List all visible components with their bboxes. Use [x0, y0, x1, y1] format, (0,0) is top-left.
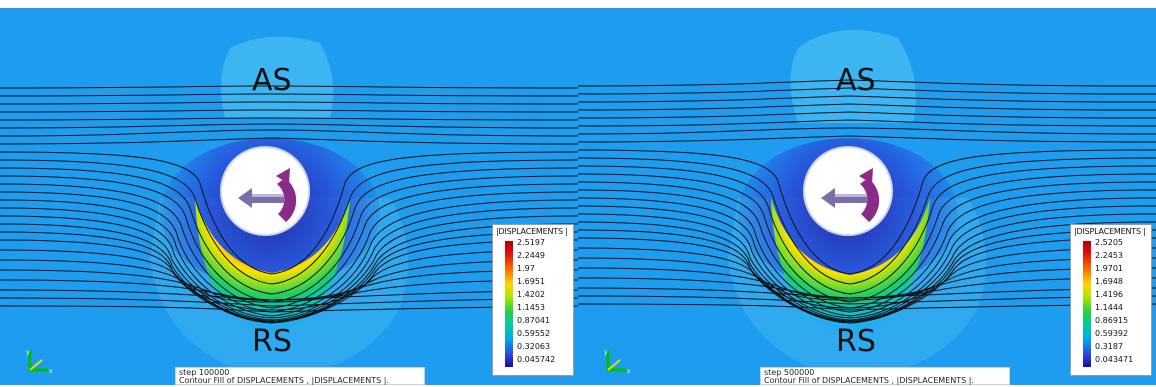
step-label: step 500000: [764, 368, 815, 377]
legend-tick: 1.6948: [1095, 277, 1123, 286]
legend-tick: 1.9701: [1095, 264, 1123, 273]
axis-y-label: y: [604, 349, 608, 356]
right-panel: AS RS |DISPLACEMENTS | 2.5205 2.2453 1.9…: [578, 8, 1156, 385]
legend-title: |DISPLACEMENTS |: [496, 227, 568, 236]
legend-tick: 0.043471: [1095, 355, 1134, 364]
legend-colorbar: [1083, 241, 1091, 367]
legend-tick: 0.32063: [517, 342, 551, 351]
step-label: step 100000: [179, 368, 230, 377]
advancing-side-label: AS: [252, 63, 292, 98]
left-panel: AS RS |DISPLACEMENTS | 2.5197 2.2449 1.9…: [0, 8, 578, 385]
legend-tick: 1.1453: [517, 303, 545, 312]
legend-tick: 2.2453: [1095, 251, 1123, 260]
displacement-contour-field: [578, 8, 1156, 385]
legend-tick: 1.4202: [517, 290, 545, 299]
legend-tick: 0.86915: [1095, 316, 1129, 325]
legend-tick: 0.045742: [517, 355, 556, 364]
retreating-side-label: RS: [252, 324, 292, 359]
step-caption: step 500000 Contour Fill of DISPLACEMENT…: [760, 367, 1010, 385]
axis-y-label: y: [26, 349, 30, 356]
legend-tick: 0.87041: [517, 316, 551, 325]
axes-triad-icon: y x: [26, 349, 53, 375]
advancing-side-label: AS: [836, 63, 876, 98]
retreating-side-label: RS: [836, 324, 876, 359]
legend-tick: 1.4196: [1095, 290, 1123, 299]
legend-tick: 1.1444: [1095, 303, 1123, 312]
legend-title: |DISPLACEMENTS |: [1074, 227, 1146, 236]
legend-tick: 0.59392: [1095, 329, 1129, 338]
tool-icon: [803, 146, 893, 236]
step-caption: step 100000 Contour Fill of DISPLACEMENT…: [175, 367, 425, 385]
contour-description: Contour Fill of DISPLACEMENTS , |DISPLAC…: [764, 376, 974, 385]
legend-tick: 1.6951: [517, 277, 545, 286]
legend-tick: 0.3187: [1095, 342, 1123, 351]
legend-tick: 2.5205: [1095, 238, 1123, 247]
displacement-legend: |DISPLACEMENTS | 2.5197 2.2449 1.97 1.69…: [492, 224, 574, 376]
axes-triad-icon: y x: [604, 349, 631, 375]
legend-tick: 0.59552: [517, 329, 551, 338]
tool-icon: [220, 146, 310, 236]
legend-tick: 2.5197: [517, 238, 545, 247]
legend-colorbar: [505, 241, 513, 367]
legend-tick: 1.97: [517, 264, 535, 273]
displacement-contour-field: [0, 8, 578, 385]
displacement-legend: |DISPLACEMENTS | 2.5205 2.2453 1.9701 1.…: [1070, 224, 1152, 376]
axis-x-label: x: [627, 368, 631, 375]
legend-tick: 2.2449: [517, 251, 545, 260]
axis-x-label: x: [49, 368, 53, 375]
contour-description: Contour Fill of DISPLACEMENTS , |DISPLAC…: [179, 376, 389, 385]
